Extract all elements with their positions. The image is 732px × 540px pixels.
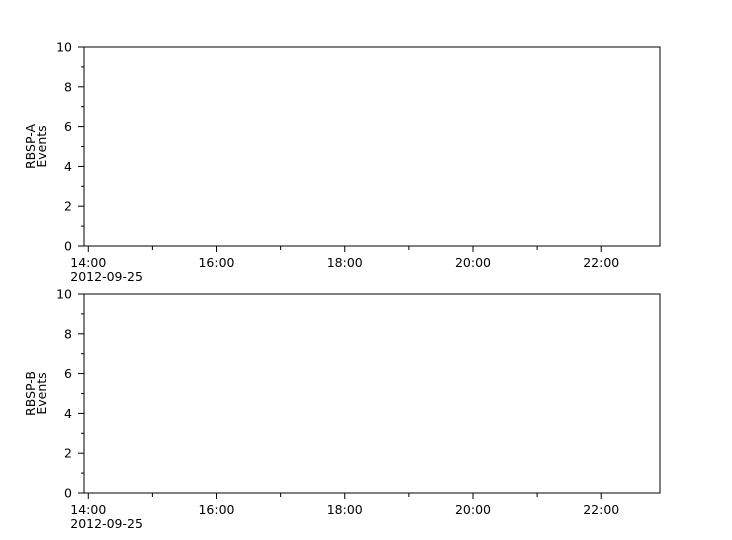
x-date-label: 2012-09-25 [70, 516, 143, 531]
x-tick-label: 20:00 [455, 502, 491, 517]
y-tick-label: 4 [64, 406, 72, 421]
y-tick-label: 2 [64, 199, 72, 214]
panel-rbsp-b: 0 2 4 6 8 10 14:00 16:00 18:00 20:00 22:00 2012-09-… [23, 287, 661, 531]
y-tick-label: 0 [64, 486, 72, 501]
y-axis-label: RBSP-B [23, 371, 38, 416]
x-tick-label: 16:00 [198, 502, 234, 517]
y-tick-label: 10 [56, 287, 72, 302]
x-tick-label: 14:00 [70, 255, 106, 270]
y-tick-label: 6 [64, 366, 72, 381]
panel-rbsp-a: 0 2 4 6 8 10 14:00 16:00 18:00 20:00 22:00 2012-09-… [23, 40, 661, 284]
y-axis-label: Events [34, 372, 49, 414]
y-tick-label: 8 [64, 79, 72, 94]
x-tick-label: 20:00 [455, 255, 491, 270]
y-tick-label: 6 [64, 119, 72, 134]
y-axis-label: Events [34, 125, 49, 167]
y-tick-label: 10 [56, 40, 72, 55]
x-tick-label: 18:00 [327, 255, 363, 270]
y-tick-label: 0 [64, 239, 72, 254]
y-tick-label: 4 [64, 159, 72, 174]
x-tick-label: 16:00 [198, 255, 234, 270]
y-tick-label: 2 [64, 446, 72, 461]
plot-frame [83, 293, 661, 494]
x-tick-label: 22:00 [583, 255, 619, 270]
y-tick-label: 8 [64, 326, 72, 341]
y-axis-label: RBSP-A [23, 124, 38, 169]
x-tick-label: 22:00 [583, 502, 619, 517]
x-tick-label: 18:00 [327, 502, 363, 517]
x-tick-label: 14:00 [70, 502, 106, 517]
x-date-label: 2012-09-25 [70, 269, 143, 284]
plot-frame [83, 46, 661, 247]
